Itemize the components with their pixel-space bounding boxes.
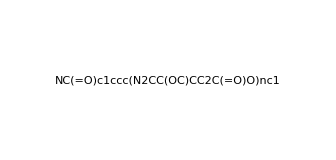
- Text: NC(=O)c1ccc(N2CC(OC)CC2C(=O)O)nc1: NC(=O)c1ccc(N2CC(OC)CC2C(=O)O)nc1: [55, 75, 281, 85]
